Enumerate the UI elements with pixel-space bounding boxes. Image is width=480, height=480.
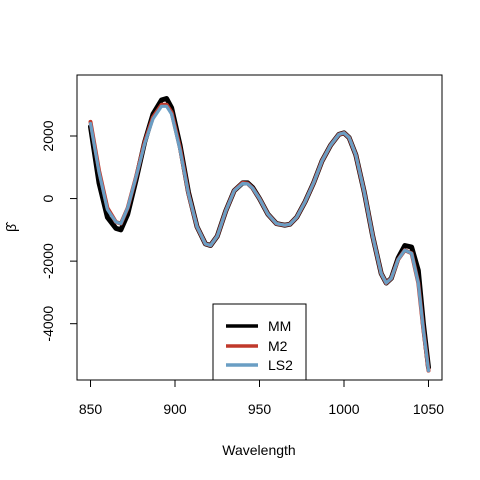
y-tick-label: 0 [40,194,56,202]
series-layer [88,96,431,373]
legend-box [212,303,307,381]
x-tick-label: 900 [163,401,187,417]
legend-label-ls2: LS2 [268,357,293,373]
x-tick-label: 1000 [328,401,359,417]
x-axis: 850 900 950 1000 1050 [79,379,444,417]
y-axis-title: β̂ [3,221,19,232]
x-tick-label: 950 [248,401,272,417]
legend-label-m2: M2 [268,338,288,354]
y-tick-label: 2000 [40,120,56,151]
legend: MM M2 LS2 [212,303,307,381]
legend-label-mm: MM [268,318,291,334]
x-axis-title: Wavelength [222,442,295,458]
y-tick-label: -2000 [40,243,56,279]
series-line-ls2 [88,104,431,373]
y-tick-label: -4000 [40,306,56,342]
y-axis: -4000 -2000 0 2000 [40,120,78,342]
x-tick-label: 1050 [413,401,444,417]
x-tick-label: 850 [79,401,103,417]
